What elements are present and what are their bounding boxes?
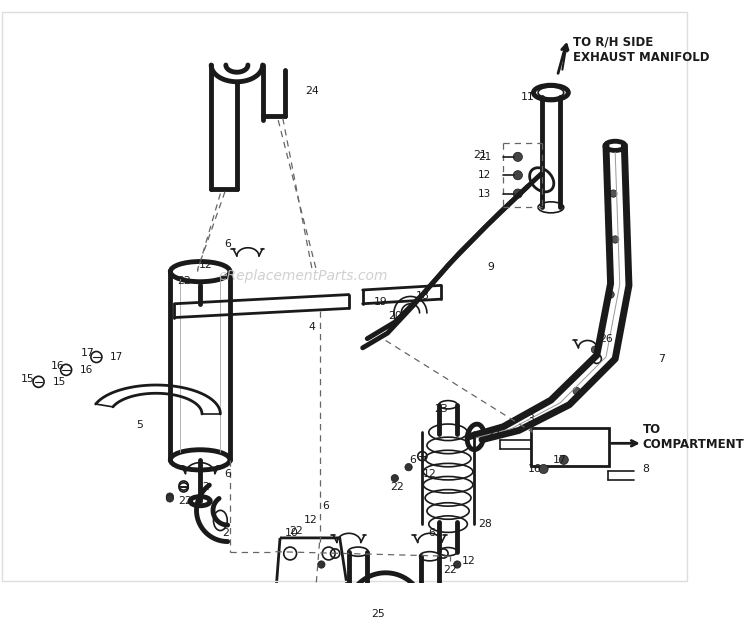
Text: 20: 20: [388, 311, 402, 321]
Circle shape: [513, 152, 523, 162]
Text: 12: 12: [199, 260, 212, 270]
Circle shape: [513, 170, 523, 180]
Text: 21: 21: [478, 152, 491, 162]
Circle shape: [611, 236, 619, 243]
Circle shape: [166, 493, 173, 500]
Circle shape: [610, 190, 617, 197]
Text: 6: 6: [224, 239, 231, 249]
Circle shape: [560, 456, 568, 464]
Text: 7: 7: [658, 354, 664, 364]
Text: 12: 12: [197, 482, 211, 492]
Text: 17: 17: [554, 455, 567, 465]
Text: 12: 12: [423, 469, 436, 479]
Text: 12: 12: [304, 515, 317, 525]
Circle shape: [405, 464, 412, 471]
Bar: [531, 427, 609, 466]
Circle shape: [166, 495, 173, 502]
Text: 6: 6: [428, 529, 435, 539]
Text: 12: 12: [478, 170, 491, 180]
Text: 25: 25: [371, 609, 386, 619]
Circle shape: [318, 561, 325, 568]
Text: 22: 22: [390, 482, 404, 492]
Circle shape: [591, 346, 598, 353]
Text: 3: 3: [527, 414, 534, 424]
Text: 10: 10: [285, 529, 299, 539]
Text: 6: 6: [410, 455, 416, 465]
Text: 15: 15: [53, 377, 65, 387]
Text: 22: 22: [289, 527, 302, 537]
Text: 13: 13: [478, 188, 491, 198]
Text: 4: 4: [309, 322, 316, 332]
Text: eReplacementParts.com: eReplacementParts.com: [218, 270, 388, 283]
Circle shape: [454, 561, 461, 568]
Text: 9: 9: [488, 262, 495, 272]
Text: 5: 5: [136, 420, 143, 430]
Circle shape: [539, 464, 548, 474]
Text: 8: 8: [642, 464, 649, 474]
Text: 15: 15: [21, 374, 34, 384]
Text: 17: 17: [110, 352, 124, 362]
Text: 19: 19: [374, 297, 388, 307]
Text: 6: 6: [224, 469, 231, 479]
Text: TO
COMPARTMENT: TO COMPARTMENT: [643, 423, 745, 451]
Text: 23: 23: [433, 404, 448, 414]
Circle shape: [607, 291, 614, 298]
Text: 28: 28: [478, 519, 492, 529]
Text: 16: 16: [527, 464, 542, 474]
Text: 12: 12: [461, 556, 476, 566]
Text: 2: 2: [223, 529, 230, 539]
Text: 11: 11: [521, 92, 535, 102]
Text: 21: 21: [473, 150, 487, 160]
Text: 18: 18: [416, 291, 429, 301]
Circle shape: [513, 189, 523, 198]
Text: 17: 17: [81, 348, 95, 358]
Circle shape: [573, 388, 580, 394]
Circle shape: [392, 474, 398, 482]
Text: 22: 22: [177, 276, 190, 286]
Text: 24: 24: [305, 85, 319, 95]
Text: 6: 6: [322, 500, 329, 511]
Text: 22: 22: [443, 565, 457, 575]
Text: 16: 16: [51, 361, 64, 371]
Text: 26: 26: [599, 334, 613, 344]
Text: 22: 22: [178, 496, 192, 506]
Text: 27: 27: [487, 429, 501, 439]
Text: TO R/H SIDE
EXHAUST MANIFOLD: TO R/H SIDE EXHAUST MANIFOLD: [573, 36, 710, 64]
Text: 16: 16: [80, 365, 93, 375]
